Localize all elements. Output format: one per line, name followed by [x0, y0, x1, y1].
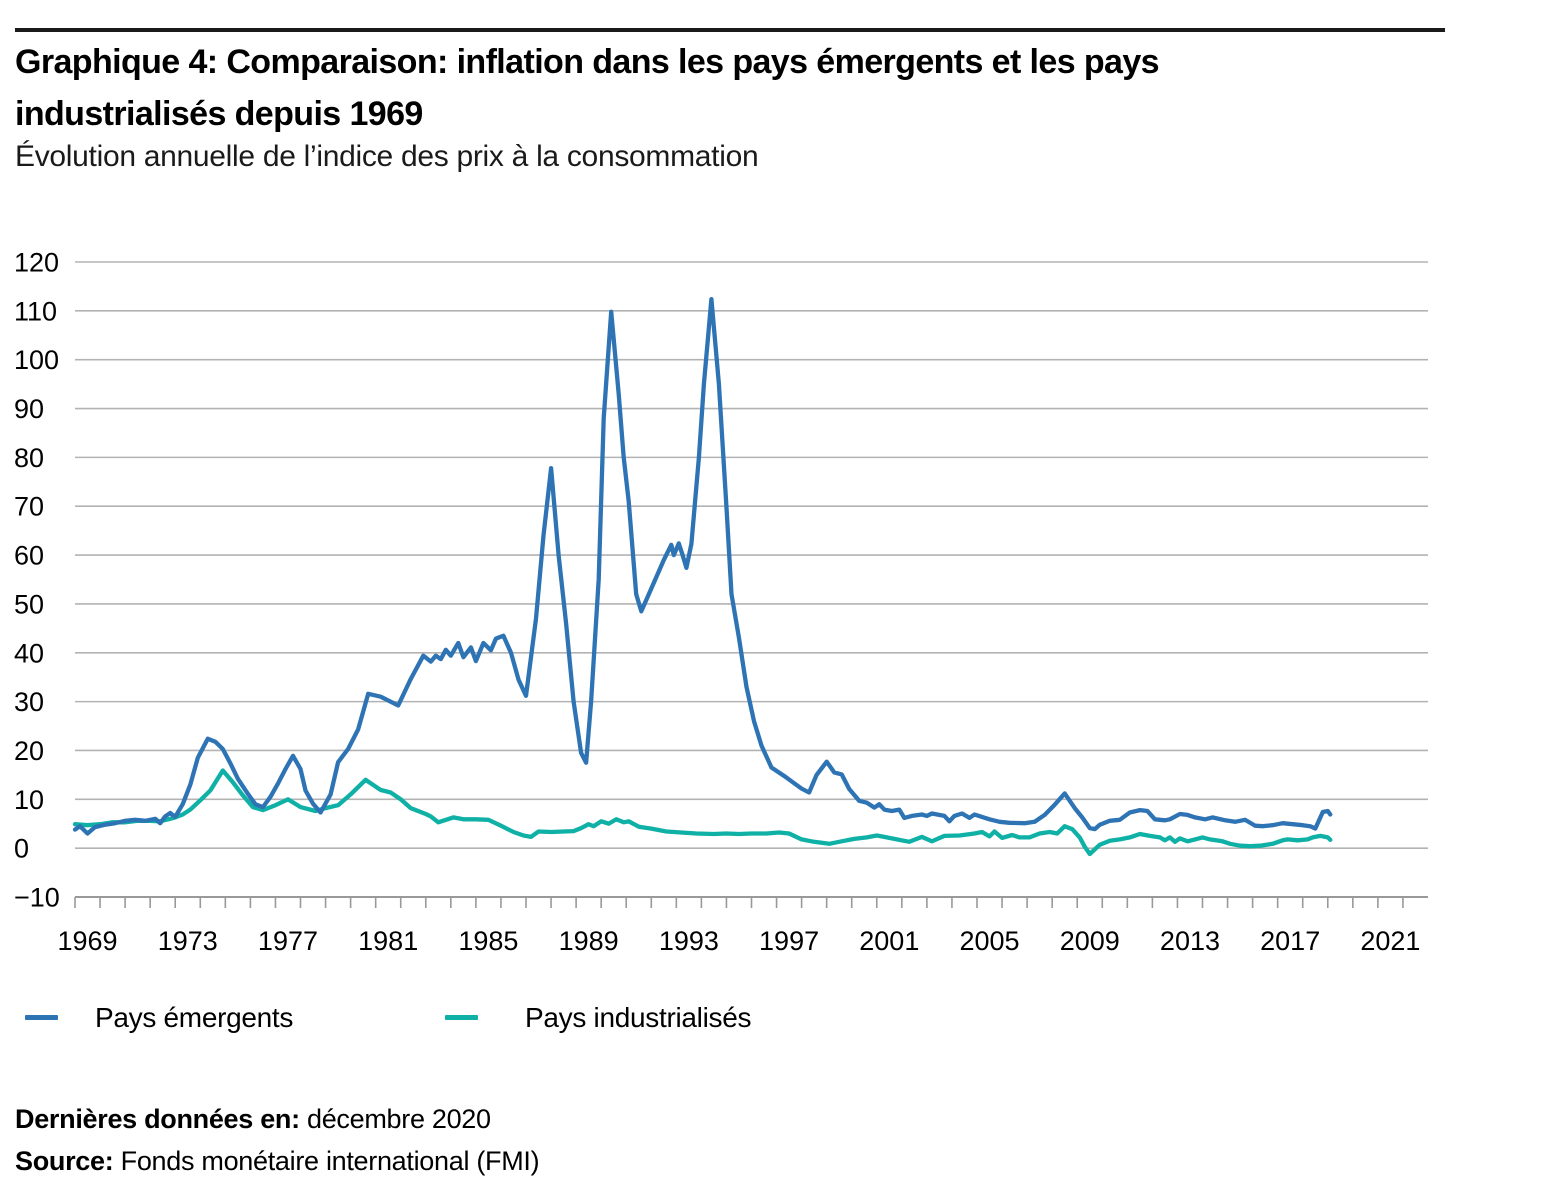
x-axis-tick-label: 2009 — [1060, 926, 1120, 956]
y-axis-tick-label: 80 — [14, 443, 44, 473]
legend-label-pays-industrialises: Pays industrialisés — [525, 1002, 752, 1033]
y-axis-tick-label: 0 — [14, 834, 29, 864]
y-axis-tick-label: 60 — [14, 541, 44, 571]
chart-legend: Pays émergents Pays industrialisés — [0, 1002, 1543, 1048]
top-rule-divider — [15, 28, 1445, 32]
x-axis-tick-label: 1989 — [559, 926, 619, 956]
chart-title: Graphique 4: Comparaison: inflation dans… — [15, 36, 1160, 140]
legend-line-swatch-pays-emergents — [25, 1015, 58, 1020]
legend-line-swatch-pays-industrialises — [445, 1015, 478, 1020]
last-data-value: décembre 2020 — [299, 1104, 491, 1134]
chart-subtitle: Évolution annuelle de l’indice des prix … — [15, 140, 759, 173]
x-axis-tick-label: 1969 — [57, 926, 117, 956]
y-axis-tick-label: −10 — [14, 883, 60, 913]
y-axis-tick-label: 30 — [14, 687, 44, 717]
x-axis-tick-label: 1981 — [358, 926, 418, 956]
x-axis-tick-label: 2021 — [1360, 926, 1420, 956]
x-axis-tick-label: 1997 — [759, 926, 819, 956]
legend-label-pays-emergents: Pays émergents — [95, 1002, 294, 1033]
series-line-pays-emergents — [72, 296, 1333, 836]
source-value: Fonds monétaire international (FMI) — [113, 1146, 540, 1176]
y-axis-tick-label: 10 — [14, 785, 44, 815]
y-axis-tick-label: 120 — [14, 248, 59, 278]
x-axis-tick-label: 2013 — [1160, 926, 1220, 956]
x-axis-tick-label: 2001 — [859, 926, 919, 956]
y-axis-tick-label: 20 — [14, 736, 44, 766]
y-axis-tick-label: 90 — [14, 394, 44, 424]
last-data-note: Dernières données en: décembre 2020 — [15, 1104, 491, 1135]
x-axis-tick-label: 1985 — [458, 926, 518, 956]
y-axis-tick-label: 110 — [14, 296, 57, 326]
series-line-pays-industrialises — [72, 768, 1333, 857]
x-axis-tick-label: 1993 — [659, 926, 719, 956]
source-note: Source: Fonds monétaire international (F… — [15, 1146, 540, 1177]
chart-title-line-1: Graphique 4: Comparaison: inflation dans… — [15, 43, 1160, 81]
y-axis-tick-label: 70 — [14, 492, 44, 522]
x-axis-tick-label: 1977 — [258, 926, 318, 956]
y-axis-tick-label: 50 — [14, 589, 44, 619]
x-axis-tick-label: 2005 — [959, 926, 1019, 956]
source-label: Source: — [15, 1146, 114, 1176]
y-axis-tick-label: 100 — [14, 345, 59, 375]
y-axis-tick-label: 40 — [14, 638, 44, 668]
x-axis-tick-label: 1973 — [158, 926, 218, 956]
x-axis-tick-label: 2017 — [1260, 926, 1320, 956]
chart-title-line-2: industrialisés depuis 1969 — [15, 95, 423, 133]
last-data-label: Dernières données en: — [15, 1104, 300, 1134]
